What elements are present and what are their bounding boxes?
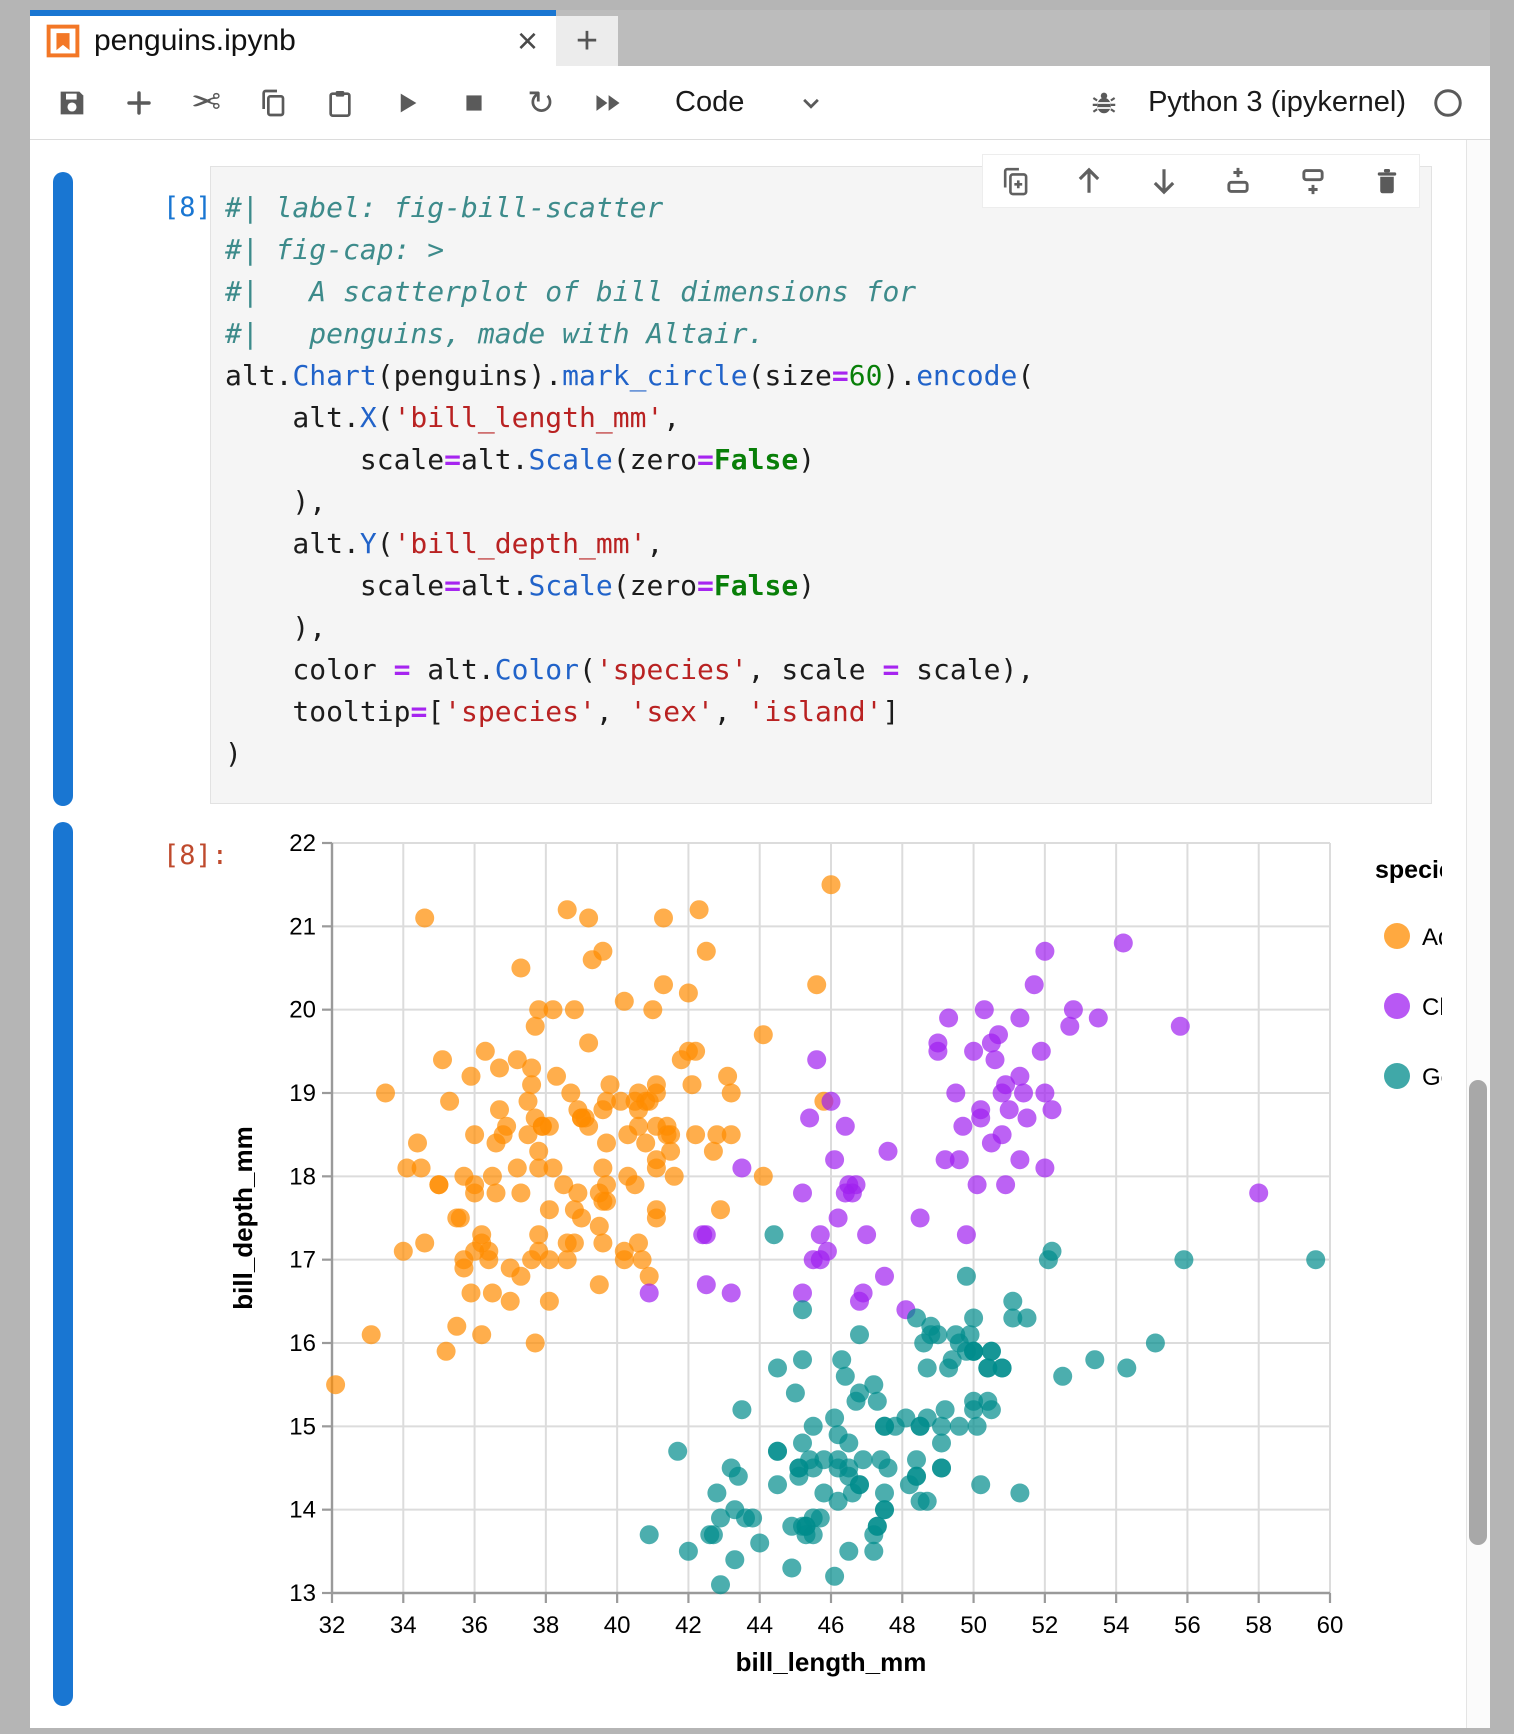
chevron-down-icon: [796, 88, 826, 118]
svg-text:34: 34: [390, 1612, 417, 1639]
trash-icon: [1377, 168, 1397, 194]
restart-kernel-button[interactable]: ↻: [521, 80, 561, 126]
svg-text:species: species: [1375, 856, 1442, 884]
code-line: #| fig-cap: >: [225, 233, 445, 266]
bug-icon: [1092, 92, 1116, 113]
svg-text:54: 54: [1103, 1612, 1130, 1639]
code-line: color = alt.Color('species', scale = sca…: [225, 653, 1035, 686]
svg-text:Gentoo: Gentoo: [1422, 1064, 1442, 1091]
cell-type-dropdown[interactable]: Code: [675, 86, 826, 119]
svg-text:60: 60: [1317, 1612, 1344, 1639]
stop-icon: [466, 94, 482, 111]
svg-text:15: 15: [289, 1413, 316, 1440]
svg-text:38: 38: [533, 1612, 560, 1639]
delete-cell-button[interactable]: [1367, 159, 1407, 203]
duplicate-icon: [1003, 167, 1028, 196]
insert-cell-below-button[interactable]: [1293, 159, 1333, 203]
vertical-scrollbar-thumb[interactable]: [1469, 1080, 1487, 1545]
svg-text:16: 16: [289, 1330, 316, 1357]
duplicate-cell-button[interactable]: [995, 159, 1035, 203]
svg-text:56: 56: [1174, 1612, 1201, 1639]
svg-text:32: 32: [319, 1612, 346, 1639]
input-collapser[interactable]: [53, 172, 73, 806]
debugger-button[interactable]: [1084, 80, 1124, 126]
code-line: #| penguins, made with Altair.: [225, 317, 765, 350]
svg-text:46: 46: [818, 1612, 845, 1639]
paste-icon: [329, 90, 351, 117]
code-line: alt.Y('bill_depth_mm',: [225, 527, 664, 560]
svg-text:19: 19: [289, 1080, 316, 1107]
kernel-name[interactable]: Python 3 (ipykernel): [1148, 86, 1406, 118]
restart-icon: ↻: [527, 83, 555, 122]
cut-cells-button[interactable]: ✂: [186, 80, 226, 126]
save-button[interactable]: [52, 80, 92, 126]
tab-bar: penguins.ipynb × +: [30, 10, 1490, 66]
svg-text:20: 20: [289, 997, 316, 1024]
svg-text:52: 52: [1032, 1612, 1059, 1639]
svg-text:44: 44: [746, 1612, 773, 1639]
move-cell-up-button[interactable]: [1069, 159, 1109, 203]
insert-cell-button[interactable]: [119, 80, 159, 126]
scatter-plot-output[interactable]: 32 34 36 38 40 42 44 46 48 50 52 54 56 58 60 13 14 15 16 17…: [228, 824, 1490, 1690]
svg-text:50: 50: [960, 1612, 987, 1639]
output-prompt: [8]:: [162, 840, 228, 871]
code-line: alt.X('bill_length_mm',: [225, 401, 681, 434]
new-tab-button[interactable]: +: [556, 16, 618, 66]
svg-text:Chinstrap: Chinstrap: [1422, 994, 1442, 1021]
svg-text:bill_depth_mm: bill_depth_mm: [230, 1126, 258, 1309]
svg-text:bill_length_mm: bill_length_mm: [736, 1647, 927, 1677]
run-all-cells-button[interactable]: [588, 80, 628, 126]
tab-title: penguins.ipynb: [94, 24, 296, 57]
code-line: #| A scatterplot of bill dimensions for: [225, 275, 917, 308]
code-line: alt.Chart(penguins).mark_circle(size=60)…: [225, 359, 1035, 392]
code-line: scale=alt.Scale(zero=False): [225, 443, 816, 476]
arrow-down-icon: [1153, 169, 1175, 195]
cell-toolbar: [982, 154, 1420, 208]
run-cell-button[interactable]: [387, 80, 427, 126]
code-line: ): [225, 737, 242, 770]
svg-text:Adelie: Adelie: [1422, 924, 1442, 951]
tab-penguins-notebook[interactable]: penguins.ipynb ×: [30, 10, 556, 66]
output-collapser[interactable]: [53, 822, 73, 1706]
save-icon: [60, 91, 84, 114]
close-tab-icon[interactable]: ×: [516, 20, 538, 61]
svg-text:36: 36: [461, 1612, 488, 1639]
notebook-panel: [8]: #| label: fig-bill-scatter #| fig-ca…: [30, 140, 1490, 1728]
code-line: ),: [225, 485, 327, 518]
svg-text:13: 13: [289, 1580, 316, 1607]
code-cell-editor[interactable]: #| label: fig-bill-scatter #| fig-cap: > #…: [210, 166, 1432, 804]
notebook-icon: [46, 24, 80, 58]
jupyterlab-window: penguins.ipynb × + ✂ ↻: [30, 10, 1490, 1728]
svg-text:17: 17: [289, 1247, 316, 1274]
code-line: scale=alt.Scale(zero=False): [225, 569, 816, 602]
code-line: ),: [225, 611, 327, 644]
svg-text:21: 21: [289, 913, 316, 940]
plus-icon: [127, 90, 151, 115]
kernel-status-icon[interactable]: [1432, 87, 1464, 119]
insert-above-icon: [1227, 167, 1249, 193]
paste-cells-button[interactable]: [320, 80, 360, 126]
svg-text:14: 14: [289, 1497, 316, 1524]
run-icon: [400, 93, 417, 112]
copy-cells-button[interactable]: [253, 80, 293, 126]
arrow-up-icon: [1079, 167, 1100, 193]
scissors-icon: ✂: [190, 82, 222, 123]
svg-text:48: 48: [889, 1612, 916, 1639]
code-line: #| label: fig-bill-scatter: [225, 191, 664, 224]
insert-cell-above-button[interactable]: [1218, 159, 1258, 203]
copy-icon: [262, 89, 285, 116]
cell-type-label: Code: [675, 86, 745, 118]
insert-below-icon: [1301, 169, 1324, 195]
interrupt-kernel-button[interactable]: [454, 80, 494, 126]
svg-text:42: 42: [675, 1612, 702, 1639]
svg-text:22: 22: [289, 830, 316, 857]
svg-text:18: 18: [289, 1163, 316, 1190]
notebook-toolbar: ✂ ↻ Code Python 3 (ipykernel): [30, 66, 1490, 140]
fast-forward-icon: [596, 94, 620, 111]
svg-text:40: 40: [604, 1612, 631, 1639]
svg-text:58: 58: [1245, 1612, 1272, 1639]
move-cell-down-button[interactable]: [1144, 159, 1184, 203]
code-line: tooltip=['species', 'sex', 'island']: [225, 695, 900, 728]
